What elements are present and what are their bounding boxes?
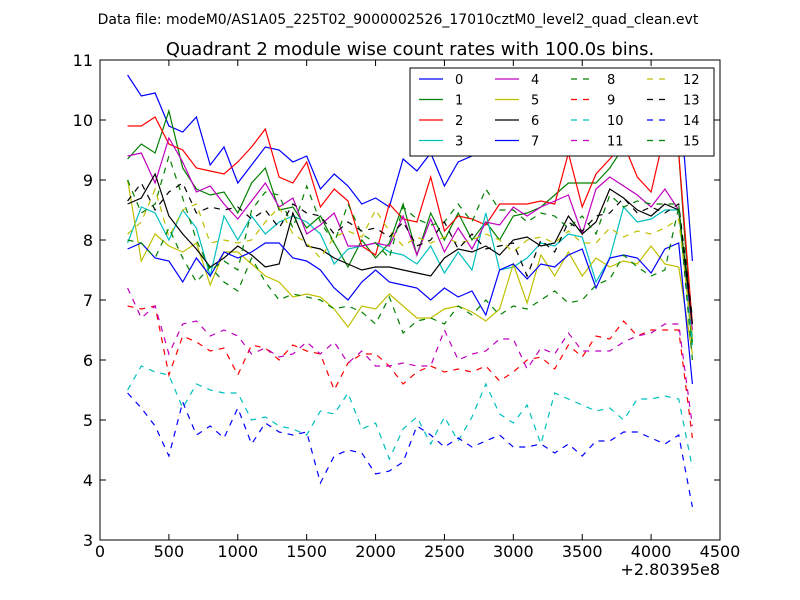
x-tick-label: 0 [95,542,105,561]
series-line-12 [127,187,693,340]
x-tick-label: 2000 [355,542,396,561]
chart-title: Quadrant 2 module wise count rates with … [166,39,655,60]
legend-label-14: 14 [683,114,700,129]
legend-label-8: 8 [607,73,615,88]
x-tick-label: 500 [154,542,185,561]
x-tick-label: 1000 [217,542,258,561]
series-line-6 [127,172,693,325]
legend-label-6: 6 [531,114,539,129]
y-tick-label: 11 [73,51,93,70]
series-line-3 [127,205,693,346]
legend-label-4: 4 [531,73,539,88]
x-tick-label: 2500 [424,542,465,561]
x-tick-label: 3000 [493,542,534,561]
series-line-10 [127,365,693,469]
axis-ticks: 0 500 1000 1500 2000 2500 3000 3500 4000 4500 3 4 5 6… [73,51,741,561]
series-line-14 [127,392,693,508]
y-tick-label: 7 [83,291,93,310]
legend-label-7: 7 [531,135,539,150]
y-tick-label: 9 [83,171,93,190]
series-line-7 [127,242,693,385]
x-tick-label: 3500 [562,542,603,561]
series-line-9 [127,305,693,439]
legend-label-13: 13 [683,94,700,109]
legend-label-1: 1 [455,94,463,109]
series-line-15 [127,206,693,361]
series-line-4 [127,136,693,331]
legend-label-10: 10 [607,114,624,129]
y-tick-label: 6 [83,351,93,370]
legend-label-15: 15 [683,135,700,150]
series-line-13 [127,181,693,319]
legend-label-11: 11 [607,135,624,150]
series-line-8 [127,153,693,349]
y-tick-label: 8 [83,231,93,250]
y-tick-label: 3 [83,531,93,550]
x-tick-label: 4000 [631,542,672,561]
series-line-11 [127,287,693,427]
x-tick-label: 1500 [286,542,327,561]
x-tick-label: 4500 [700,542,741,561]
y-tick-label: 10 [73,111,93,130]
plot-lines [127,74,693,508]
legend-label-2: 2 [455,114,463,129]
series-line-1 [127,108,693,343]
y-tick-label: 5 [83,411,93,430]
legend-label-3: 3 [455,135,463,150]
legend-label-5: 5 [531,94,539,109]
legend-label-9: 9 [607,94,615,109]
x-offset-label: +2.80395e8 [620,560,720,579]
data-file-label: Data file: modeM0/AS1A05_225T02_90000025… [98,12,699,28]
legend-label-12: 12 [683,73,700,88]
legend-box [409,67,715,157]
series-line-5 [127,179,693,355]
series-line-2 [127,116,693,325]
legend-label-0: 0 [455,73,463,88]
y-tick-label: 4 [83,471,93,490]
